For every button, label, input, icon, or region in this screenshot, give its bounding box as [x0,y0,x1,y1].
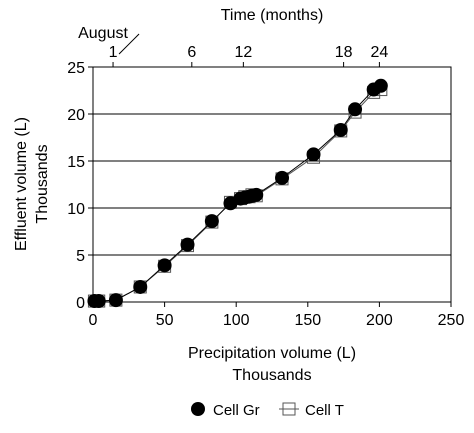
x-tick-label: 0 [89,312,98,329]
y-tick-label: 20 [67,107,85,124]
series-layer [87,78,388,309]
top-tick-label: 24 [371,44,389,61]
top-axis-title: Time (months) [221,7,324,24]
y-axis-units: Thousands [34,144,51,223]
data-point [108,293,123,308]
legend-marker-cell-gr [191,402,205,416]
data-point [306,147,321,162]
x-axis-units: Thousands [232,367,311,384]
data-point [180,237,195,252]
top-tick-label: 18 [335,44,353,61]
data-point [333,122,348,137]
x-axis: 0 50 100 150 200 250 [89,302,465,329]
data-point [348,102,363,117]
y-axis: 0 5 10 15 20 25 [67,60,93,312]
y-tick-label: 25 [67,60,85,77]
data-point [275,170,290,185]
data-point [133,279,148,294]
y-tick-label: 0 [76,295,85,312]
top-tick-label: 1 [109,44,118,61]
x-tick-label: 100 [223,312,250,329]
legend-label-cell-gr: Cell Gr [213,402,260,419]
legend: Cell Gr Cell T [191,402,344,419]
data-point [157,258,172,273]
y-axis-title: Effluent volume (L) [13,117,30,251]
y-tick-label: 15 [67,154,85,171]
x-tick-label: 250 [438,312,465,329]
x-tick-label: 150 [294,312,321,329]
data-point [91,294,106,309]
plot-frame [92,66,452,303]
x-tick-label: 50 [156,312,174,329]
top-tick-label: 12 [234,44,252,61]
series-cell-gr [87,78,388,309]
x-axis-title: Precipitation volume (L) [188,345,356,362]
legend-label-cell-t: Cell T [305,402,344,419]
data-point [204,214,219,229]
top-axis-annotation: August [78,25,128,42]
data-point [373,78,388,93]
top-annotation-pointer [118,33,140,55]
x-tick-label: 200 [366,312,393,329]
grid-lines [93,113,451,256]
top-tick-label: 6 [187,44,196,61]
top-time-axis: 1 6 12 18 24 [109,33,389,67]
y-tick-label: 5 [76,248,85,265]
data-point [249,187,264,202]
y-tick-label: 10 [67,201,85,218]
